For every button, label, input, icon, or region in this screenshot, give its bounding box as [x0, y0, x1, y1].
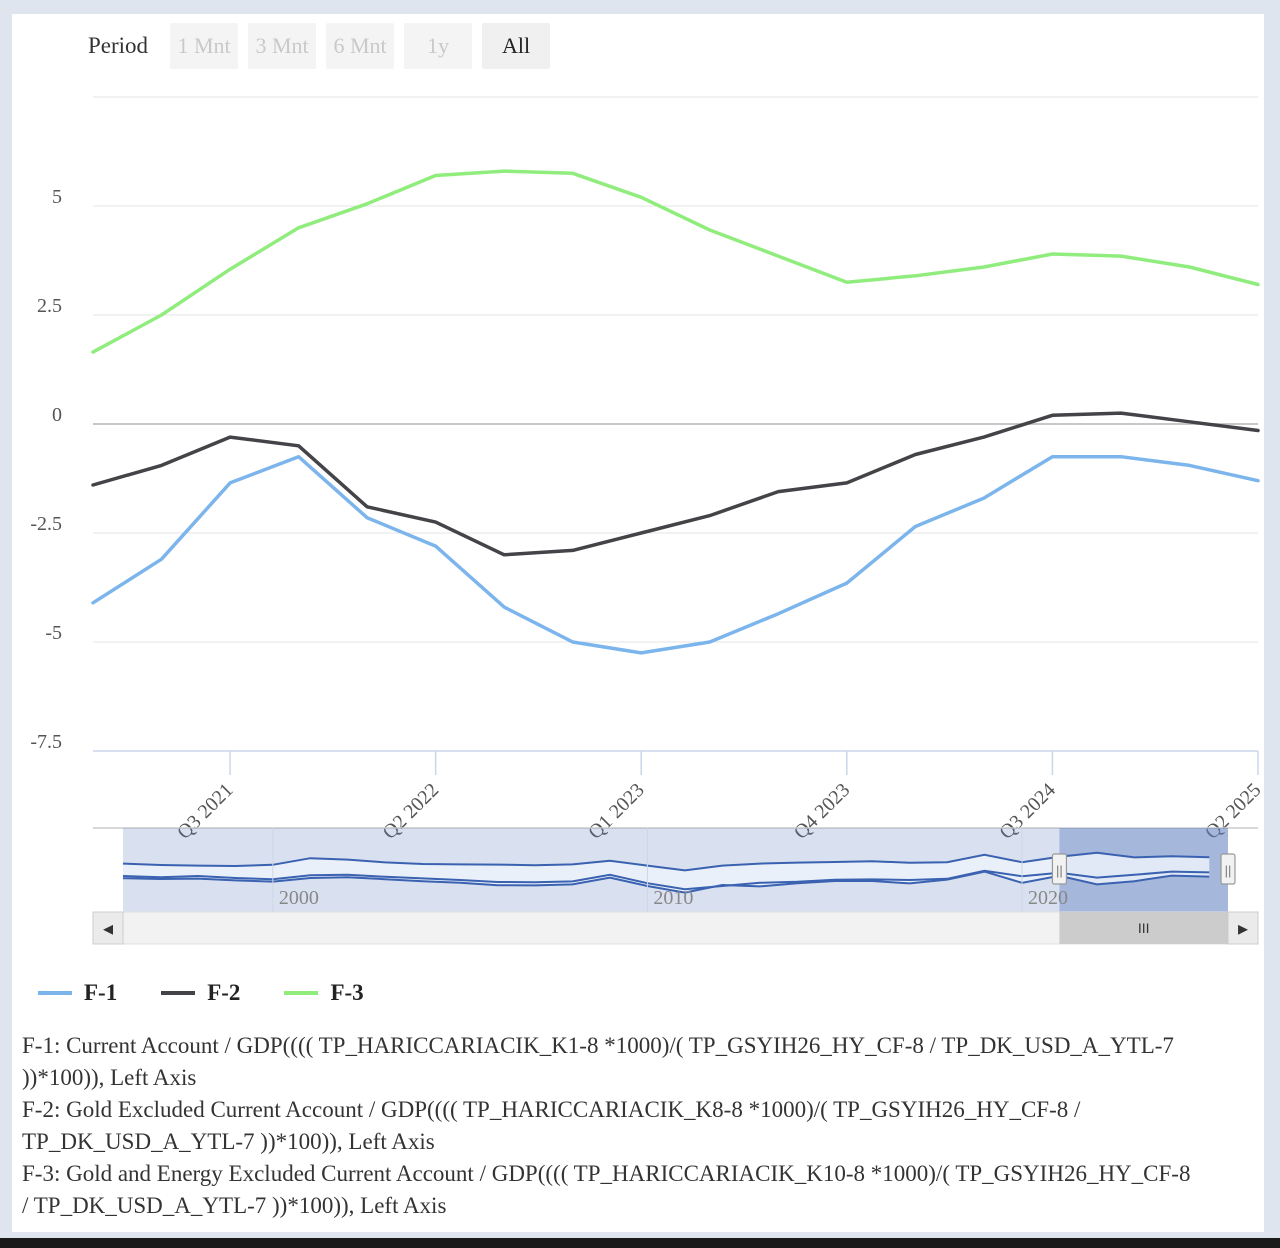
scroll-right-arrow-icon[interactable]: ▸ — [1238, 916, 1248, 940]
navigator-handle-grip: || — [1056, 863, 1063, 878]
y-tick-label: -5 — [45, 622, 62, 644]
y-tick-label: 2.5 — [37, 295, 62, 317]
y-tick-label: -2.5 — [30, 513, 62, 535]
scrollbar[interactable]: ◂ ▸ III — [92, 911, 1259, 945]
scrollbar-right-button[interactable] — [1227, 911, 1259, 945]
legend-swatch-f3 — [284, 991, 319, 995]
legend-swatch-f2 — [161, 991, 196, 995]
range-6-month-button[interactable]: 6 Mnt — [326, 23, 395, 69]
navigator-series-f1 — [122, 870, 1210, 894]
legend-item-f2[interactable]: F-2 — [161, 980, 240, 1006]
window-bottom-edge — [0, 1238, 1280, 1248]
legend-item-f3[interactable]: F-3 — [284, 980, 364, 1006]
series-line-f2[interactable] — [91, 411, 1260, 557]
legend-label-f1: F-1 — [84, 980, 118, 1005]
range-1-month-button[interactable]: 1 Mnt — [170, 23, 239, 69]
navigator-left-handle[interactable] — [1051, 853, 1068, 885]
grid-lines — [93, 96, 1258, 752]
legend-label-f3: F-3 — [330, 980, 364, 1005]
y-tick-label: -7.5 — [30, 731, 62, 753]
range-1-year-button[interactable]: 1y — [404, 23, 473, 69]
chart-area: 52.50-2.5-5-7.5 Q3 2021 Q2 2022 Q1 2023 Q4 … — [30, 96, 1264, 945]
navigator-year-label: 2020 — [1028, 887, 1068, 909]
navigator[interactable]: 2000 2010 2020 || || — [93, 827, 1258, 912]
navigator-right-handle[interactable] — [1220, 853, 1236, 885]
range-selector: Period 1 Mnt 3 Mnt 6 Mnt 1y All — [88, 22, 560, 70]
navigator-year-label: 2010 — [653, 887, 693, 909]
range-3-month-button[interactable]: 3 Mnt — [248, 23, 317, 69]
y-tick-label: 0 — [52, 404, 62, 426]
legend-label-f2: F-2 — [207, 980, 241, 1005]
series-line-f1[interactable] — [91, 454, 1260, 655]
series-group — [91, 169, 1260, 655]
range-selector-label: Period — [88, 33, 149, 58]
series-descriptions: F-1: Current Account / GDP(((( TP_HARICC… — [22, 1030, 1202, 1222]
description-f3: F-3: Gold and Energy Excluded Current Ac… — [22, 1161, 1191, 1218]
series-line-f3[interactable] — [91, 169, 1260, 354]
description-f1: F-1: Current Account / GDP(((( TP_HARICC… — [22, 1033, 1174, 1090]
y-tick-label: 5 — [52, 186, 62, 208]
y-axis-labels: 5 2.5 0 -2.5 -5 -7.5 — [30, 186, 62, 753]
legend: F-1 F-2 F-3 — [38, 980, 408, 1006]
scrollbar-left-button[interactable] — [92, 911, 124, 945]
navigator-year-label: 2000 — [279, 887, 319, 909]
legend-swatch-f1 — [38, 991, 72, 995]
navigator-series-f3 — [122, 851, 1210, 872]
scrollbar-thumb[interactable] — [1059, 912, 1228, 944]
navigator-series-f2 — [122, 869, 1210, 891]
chart-panel: Period 1 Mnt 3 Mnt 6 Mnt 1y All 5 2.5 0 -2.… — [12, 14, 1264, 1232]
scroll-left-arrow-icon[interactable]: ◂ — [103, 916, 113, 940]
legend-item-f1[interactable]: F-1 — [38, 980, 117, 1006]
range-all-button[interactable]: All — [482, 23, 551, 69]
navigator-handle-grip: || — [1225, 863, 1232, 878]
description-f2: F-2: Gold Excluded Current Account / GDP… — [22, 1097, 1081, 1154]
scrollbar-grip-icon: III — [1138, 920, 1150, 936]
